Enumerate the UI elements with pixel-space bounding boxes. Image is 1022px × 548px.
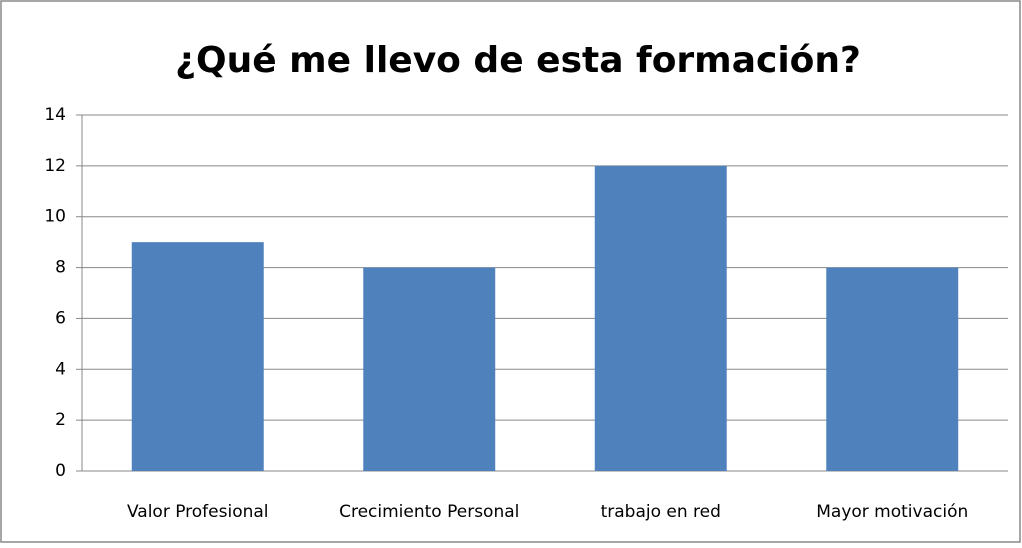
y-tick-label: 2 — [55, 410, 66, 430]
y-tick-label: 12 — [44, 156, 66, 176]
y-tick-label: 6 — [55, 308, 66, 328]
y-tick-label: 0 — [55, 461, 66, 481]
y-tick-label: 14 — [44, 105, 66, 125]
chart-title: ¿Qué me llevo de esta formación? — [175, 40, 861, 81]
x-tick-label: Mayor motivación — [816, 502, 968, 522]
bar — [594, 165, 727, 471]
y-tick-label: 10 — [44, 207, 66, 227]
x-tick-label: trabajo en red — [601, 502, 721, 522]
x-tick-label: Crecimiento Personal — [339, 502, 519, 522]
bar — [131, 242, 264, 471]
x-tick-label: Valor Profesional — [127, 502, 269, 522]
bar — [826, 267, 959, 471]
y-tick-label: 8 — [55, 258, 66, 278]
bar — [363, 267, 496, 471]
y-tick-label: 4 — [55, 359, 66, 379]
